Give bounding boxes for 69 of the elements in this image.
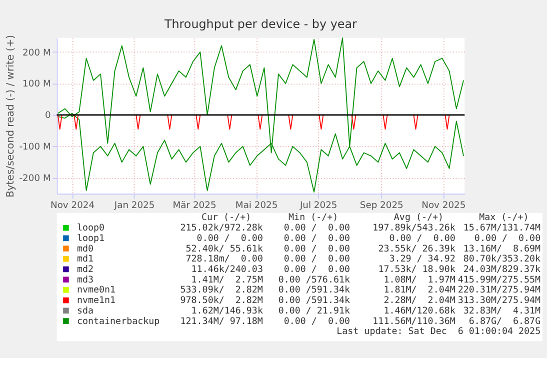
text: 15.67M/131.74M: [463, 222, 542, 234]
text: Cur (-/+): [202, 212, 252, 224]
legend-label: loop0: [76, 222, 105, 234]
legend-label: md0: [76, 243, 94, 254]
text: 215.02k/972.28k: [180, 222, 264, 234]
text: 32.83M/ 4.31M: [463, 305, 542, 316]
legend-label: md1: [76, 254, 94, 265]
x-tick-label: Mär 2025: [172, 200, 216, 211]
text: 0.00 / 0.00: [284, 232, 350, 244]
text: 2.28M/ 2.04M: [384, 295, 456, 306]
text: 0.00 / 0.00: [284, 264, 350, 275]
legend-label: md2: [76, 264, 94, 275]
text: 0.00 / 0.00: [389, 232, 456, 244]
text: Max (-/+): [479, 212, 529, 224]
text: 11.46k/240.03: [191, 264, 263, 275]
text: 533.09k/ 2.82M: [180, 284, 264, 296]
y-axis-title: Bytes/second read (-) / write (+): [6, 34, 17, 198]
text: 13.16M/ 8.69M: [463, 243, 542, 254]
text: 313.30M/275.94M: [458, 295, 542, 306]
y-tick-label: -200 M: [19, 173, 51, 184]
text: 23.55k/ 26.39k: [378, 243, 456, 254]
x-tick-label: Jan 2025: [113, 200, 155, 211]
text: 0.00 / 0.00: [284, 243, 350, 254]
x-tick-label: Jul 2025: [298, 200, 338, 211]
legend-label: containerbackup: [76, 316, 160, 327]
text: 728.18m/ 0.00: [186, 254, 263, 265]
legend-label: md3: [76, 274, 94, 286]
text: 0.00 /576.61k: [278, 274, 350, 286]
text: 0.00 /591.34k: [278, 284, 350, 296]
text: 0.00 /591.34k: [278, 295, 350, 306]
text: 0.00 / 21.91k: [278, 305, 350, 316]
y-tick-label: 200 M: [22, 47, 51, 58]
legend-label: loop1: [76, 232, 105, 244]
legend-label: sda: [76, 305, 94, 316]
x-tick-label: Nov 2024: [50, 200, 95, 211]
text: 121.34M/ 97.18M: [180, 316, 264, 327]
text: 1.41M/ 2.75M: [191, 274, 264, 286]
text: 1.62M/146.93k: [191, 305, 264, 316]
text: Min (-/+): [288, 212, 338, 224]
legend-label: nvme1n1: [76, 295, 116, 306]
text: 3.29 / 34.92: [389, 254, 456, 265]
x-tick-label: Mai 2025: [235, 200, 278, 211]
text: 52.40k/ 55.61k: [186, 243, 264, 254]
text: 220.31M/275.94M: [458, 284, 542, 296]
text: 1.81M/ 2.04M: [384, 284, 456, 296]
text: 17.53k/ 18.90k: [378, 264, 456, 275]
y-tick-label: 0: [45, 110, 52, 122]
text: 978.50k/ 2.82M: [180, 295, 264, 306]
text: 1.08M/ 1.97M: [384, 274, 456, 286]
text: Avg (-/+): [394, 212, 444, 224]
y-tick-label: 100 M: [22, 78, 51, 90]
text: 24.03M/829.37k: [463, 264, 542, 275]
text: 0.00 / 0.00: [196, 232, 263, 244]
text: 415.99M/275.55M: [458, 274, 542, 286]
text: Last update: Sat Dec 6 01:00:04 2025: [336, 326, 541, 338]
text: 6.87G/ 6.87G: [468, 316, 541, 327]
text: 197.89k/543.26k: [372, 222, 456, 234]
x-tick-label: Nov 2025: [422, 200, 466, 211]
text: 0.00 / 0.00: [284, 316, 350, 327]
y-tick-label: -100 M: [19, 142, 51, 153]
text: 0.00 / 0.00: [474, 232, 541, 244]
text: 80.70k/353.20k: [463, 254, 542, 265]
legend-label: nvme0n1: [76, 284, 116, 296]
text: 1.46M/120.68k: [384, 305, 456, 316]
text: 0.00 / 0.00: [284, 254, 350, 265]
text: 0.00 / 0.00: [284, 222, 350, 234]
text: 111.56M/110.36M: [372, 316, 456, 327]
chart-title: Throughput per device - by year: [163, 16, 357, 31]
x-tick-label: Sep 2025: [360, 200, 404, 211]
